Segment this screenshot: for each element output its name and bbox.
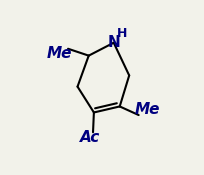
Text: Me: Me (134, 102, 159, 117)
Text: N: N (107, 35, 120, 50)
Text: Me: Me (47, 46, 72, 61)
Text: H: H (116, 27, 127, 40)
Text: Ac: Ac (80, 130, 100, 145)
